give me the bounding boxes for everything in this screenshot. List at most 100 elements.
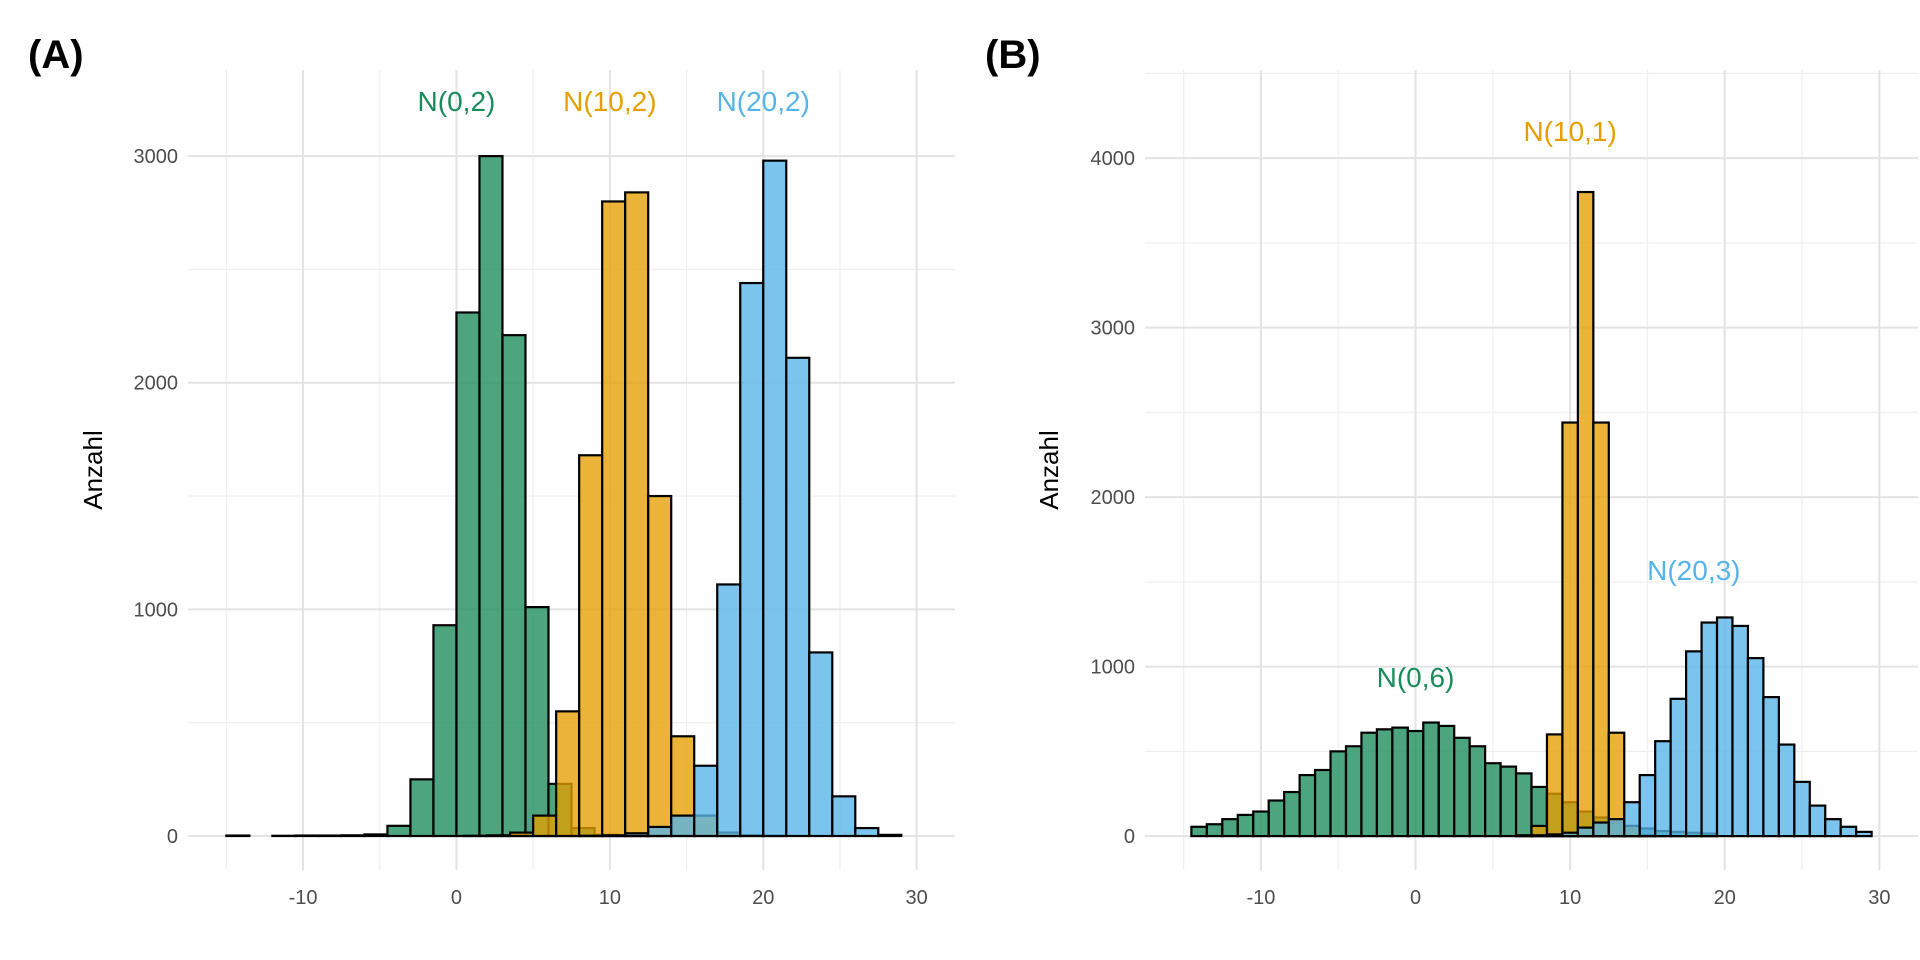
bar	[647, 494, 673, 838]
x-tick-label: 30	[906, 887, 928, 909]
bar	[624, 191, 650, 838]
series-annotation-green: N(0,2)	[418, 86, 496, 117]
bar	[670, 814, 696, 838]
bar	[1499, 765, 1518, 838]
y-tick-label: 4000	[1091, 148, 1136, 170]
bar	[1313, 768, 1332, 838]
grid	[1145, 70, 1918, 870]
x-tick-label: 20	[1714, 887, 1736, 909]
bar	[1190, 825, 1208, 838]
bar	[409, 778, 435, 838]
bar	[524, 606, 550, 838]
x-tick-label: -10	[289, 887, 318, 909]
bar	[1267, 799, 1286, 838]
x-tick-label: 10	[1559, 887, 1581, 909]
bar	[1592, 421, 1610, 838]
y-tick-label: 2000	[134, 373, 179, 395]
bar	[1484, 762, 1502, 838]
bar	[762, 159, 788, 838]
bar	[578, 454, 604, 838]
bar	[624, 832, 650, 838]
x-tick-label: 0	[451, 887, 462, 909]
series-orange	[1514, 190, 1657, 838]
bar	[854, 826, 880, 838]
chart-panel-1: -10 0 10 20 30 0 1000 2000 3000 Anzahl N(0,2) N(10,…	[28, 33, 955, 909]
bar	[501, 334, 527, 838]
bar	[478, 155, 504, 838]
bar	[555, 710, 581, 838]
y-tick-label: 1000	[1091, 657, 1136, 679]
y-tick-label: 1000	[134, 599, 179, 621]
bar	[486, 834, 512, 838]
bar	[1453, 736, 1471, 838]
bar	[1422, 721, 1440, 838]
bar	[1298, 773, 1317, 838]
bar	[1530, 834, 1549, 838]
bar	[1808, 804, 1827, 838]
series-annotation-orange: N(10,1)	[1523, 116, 1616, 147]
bar	[808, 651, 834, 838]
bar	[1344, 745, 1363, 838]
bar	[1391, 726, 1409, 838]
bar	[1205, 823, 1224, 838]
bar	[1762, 696, 1780, 838]
bar	[1576, 826, 1595, 838]
bar	[1221, 818, 1239, 838]
bar	[455, 311, 481, 838]
bar	[432, 624, 458, 838]
bar	[1592, 821, 1610, 838]
bar	[1545, 833, 1564, 838]
bar	[1236, 813, 1255, 838]
bar	[1638, 773, 1657, 838]
bar	[1561, 421, 1579, 838]
bar	[1855, 830, 1873, 838]
bar	[1715, 616, 1734, 838]
y-tick-label: 3000	[134, 146, 179, 168]
bar	[1684, 650, 1703, 838]
bar	[1283, 790, 1301, 838]
bar	[1607, 818, 1626, 838]
x-tick-label: 30	[1868, 887, 1890, 909]
bar	[532, 814, 558, 838]
bar	[1576, 190, 1595, 838]
bar	[877, 833, 903, 838]
series-annotation-orange: N(10,2)	[563, 86, 656, 117]
series-blue	[578, 159, 903, 838]
x-tick-label: 0	[1410, 887, 1421, 909]
bar	[340, 834, 366, 838]
bar	[1669, 697, 1688, 838]
bar	[647, 825, 673, 838]
bar	[739, 281, 765, 838]
bar	[1623, 801, 1641, 838]
chart-panel-2: -10 0 10 20 30 0 1000 2000 3000 4000 Anzahl N(0,6) N…	[985, 33, 1918, 909]
bar	[1329, 750, 1348, 838]
y-tick-label: 3000	[1091, 318, 1136, 340]
bar	[1252, 810, 1270, 838]
series-annotation-blue: N(20,2)	[717, 86, 810, 117]
series-blue	[1514, 616, 1873, 838]
bar	[1437, 724, 1456, 838]
bar	[693, 764, 719, 838]
bar	[601, 200, 627, 838]
bar	[1375, 728, 1394, 838]
bar	[1545, 733, 1564, 838]
y-tick-label: 0	[1124, 826, 1135, 848]
series-annotation-blue: N(20,3)	[1647, 555, 1740, 586]
bar	[1824, 818, 1842, 838]
x-tick-label: -10	[1246, 887, 1275, 909]
bar	[1406, 729, 1425, 838]
x-tick-label: 10	[599, 887, 621, 909]
bar	[785, 356, 811, 838]
panel-label: (A)	[28, 33, 84, 77]
y-tick-label: 2000	[1091, 487, 1136, 509]
bar	[1360, 731, 1378, 838]
bar	[509, 831, 535, 838]
bar	[601, 834, 627, 838]
y-axis-title: Anzahl	[1034, 430, 1064, 510]
bar	[1654, 740, 1672, 838]
y-axis-title: Anzahl	[78, 430, 108, 510]
bar	[716, 583, 742, 838]
bar	[1793, 780, 1811, 838]
bar	[1514, 772, 1533, 838]
